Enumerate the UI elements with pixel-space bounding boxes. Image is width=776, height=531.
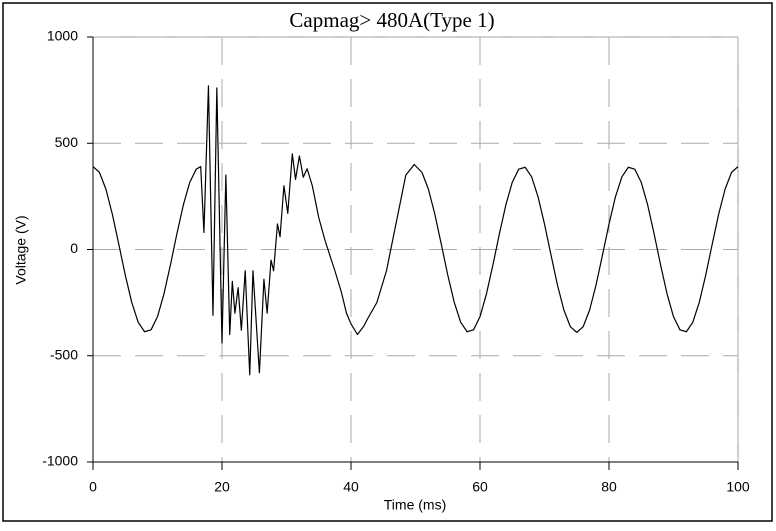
x-tick-label: 80 xyxy=(601,479,617,495)
x-tick-label: 100 xyxy=(726,479,750,495)
chart-title: Capmag> 480A(Type 1) xyxy=(289,8,494,32)
y-tick-label: -500 xyxy=(50,346,78,362)
x-tick-label: 20 xyxy=(214,479,230,495)
y-tick-label: 500 xyxy=(55,134,79,150)
y-axis-label: Voltage (V) xyxy=(13,215,29,284)
y-tick-label: 0 xyxy=(70,240,78,256)
x-tick-label: 0 xyxy=(89,479,97,495)
x-tick-label: 60 xyxy=(472,479,488,495)
x-tick-label: 40 xyxy=(343,479,359,495)
x-axis-label: Time (ms) xyxy=(384,497,446,513)
line-series xyxy=(92,85,739,376)
y-tick-label: -1000 xyxy=(42,453,78,469)
y-tick-label: 1000 xyxy=(47,28,78,44)
frame xyxy=(2,2,773,522)
